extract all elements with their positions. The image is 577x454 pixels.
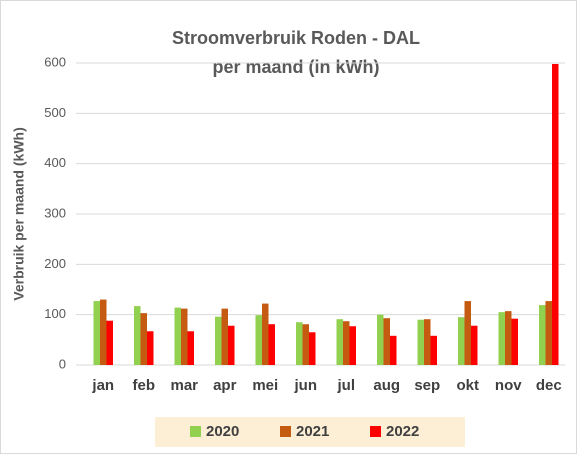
y-tick-label: 500 bbox=[44, 105, 66, 120]
x-tick-label: jan bbox=[91, 377, 114, 394]
y-axis-label: Verbruik per maand (kWh) bbox=[11, 127, 27, 300]
y-tick-label: 0 bbox=[59, 356, 66, 371]
bar bbox=[471, 325, 478, 365]
bar bbox=[268, 324, 275, 365]
bar bbox=[349, 326, 356, 365]
bar bbox=[93, 301, 100, 365]
bar bbox=[383, 318, 390, 365]
bar bbox=[505, 311, 512, 365]
legend-swatch bbox=[370, 426, 381, 437]
bar bbox=[215, 316, 222, 365]
bar bbox=[100, 299, 107, 365]
bar bbox=[106, 320, 113, 365]
bar bbox=[296, 322, 303, 365]
x-tick-label: apr bbox=[213, 377, 237, 394]
bar bbox=[309, 332, 316, 365]
bar bbox=[539, 305, 546, 365]
chart-subtitle: per maand (in kWh) bbox=[212, 57, 379, 77]
bar bbox=[552, 64, 559, 366]
bar bbox=[424, 319, 431, 365]
bar bbox=[140, 313, 147, 365]
y-tick-label: 400 bbox=[44, 155, 66, 170]
bar bbox=[511, 318, 518, 365]
x-tick-label: jul bbox=[337, 377, 356, 394]
legend-swatch bbox=[190, 426, 201, 437]
bar bbox=[228, 325, 235, 365]
x-tick-label: okt bbox=[457, 377, 480, 394]
x-tick-label: mei bbox=[252, 377, 278, 394]
x-tick-label: mar bbox=[170, 377, 198, 394]
bar bbox=[181, 308, 188, 365]
y-tick-label: 600 bbox=[44, 54, 66, 69]
bar bbox=[343, 321, 350, 365]
legend-box bbox=[155, 417, 465, 447]
bar bbox=[458, 317, 465, 365]
legend-label: 2022 bbox=[386, 423, 419, 440]
y-tick-label: 200 bbox=[44, 256, 66, 271]
legend-label: 2020 bbox=[206, 423, 239, 440]
y-tick-label: 100 bbox=[44, 306, 66, 321]
bar bbox=[174, 307, 181, 365]
bar bbox=[187, 331, 194, 365]
y-tick-label: 300 bbox=[44, 205, 66, 220]
legend-label: 2021 bbox=[296, 423, 329, 440]
bar bbox=[390, 335, 397, 365]
bar bbox=[377, 314, 384, 365]
legend-swatch bbox=[280, 426, 291, 437]
chart-title: Stroomverbruik Roden - DAL bbox=[172, 28, 420, 48]
x-tick-label: aug bbox=[373, 377, 400, 394]
bar bbox=[336, 319, 343, 365]
x-tick-label: feb bbox=[133, 377, 156, 394]
x-tick-label: sep bbox=[414, 377, 440, 394]
bar bbox=[147, 331, 154, 365]
bar bbox=[498, 312, 505, 365]
bar bbox=[302, 324, 309, 365]
bar bbox=[262, 303, 269, 365]
x-tick-label: jun bbox=[294, 377, 318, 394]
bar bbox=[417, 319, 424, 365]
x-tick-label: nov bbox=[495, 377, 522, 394]
bar bbox=[545, 301, 552, 365]
bar bbox=[221, 308, 228, 365]
x-tick-label: dec bbox=[536, 377, 562, 394]
bar bbox=[464, 301, 471, 365]
bar bbox=[255, 315, 262, 365]
bar bbox=[430, 335, 437, 365]
bar bbox=[134, 306, 141, 365]
